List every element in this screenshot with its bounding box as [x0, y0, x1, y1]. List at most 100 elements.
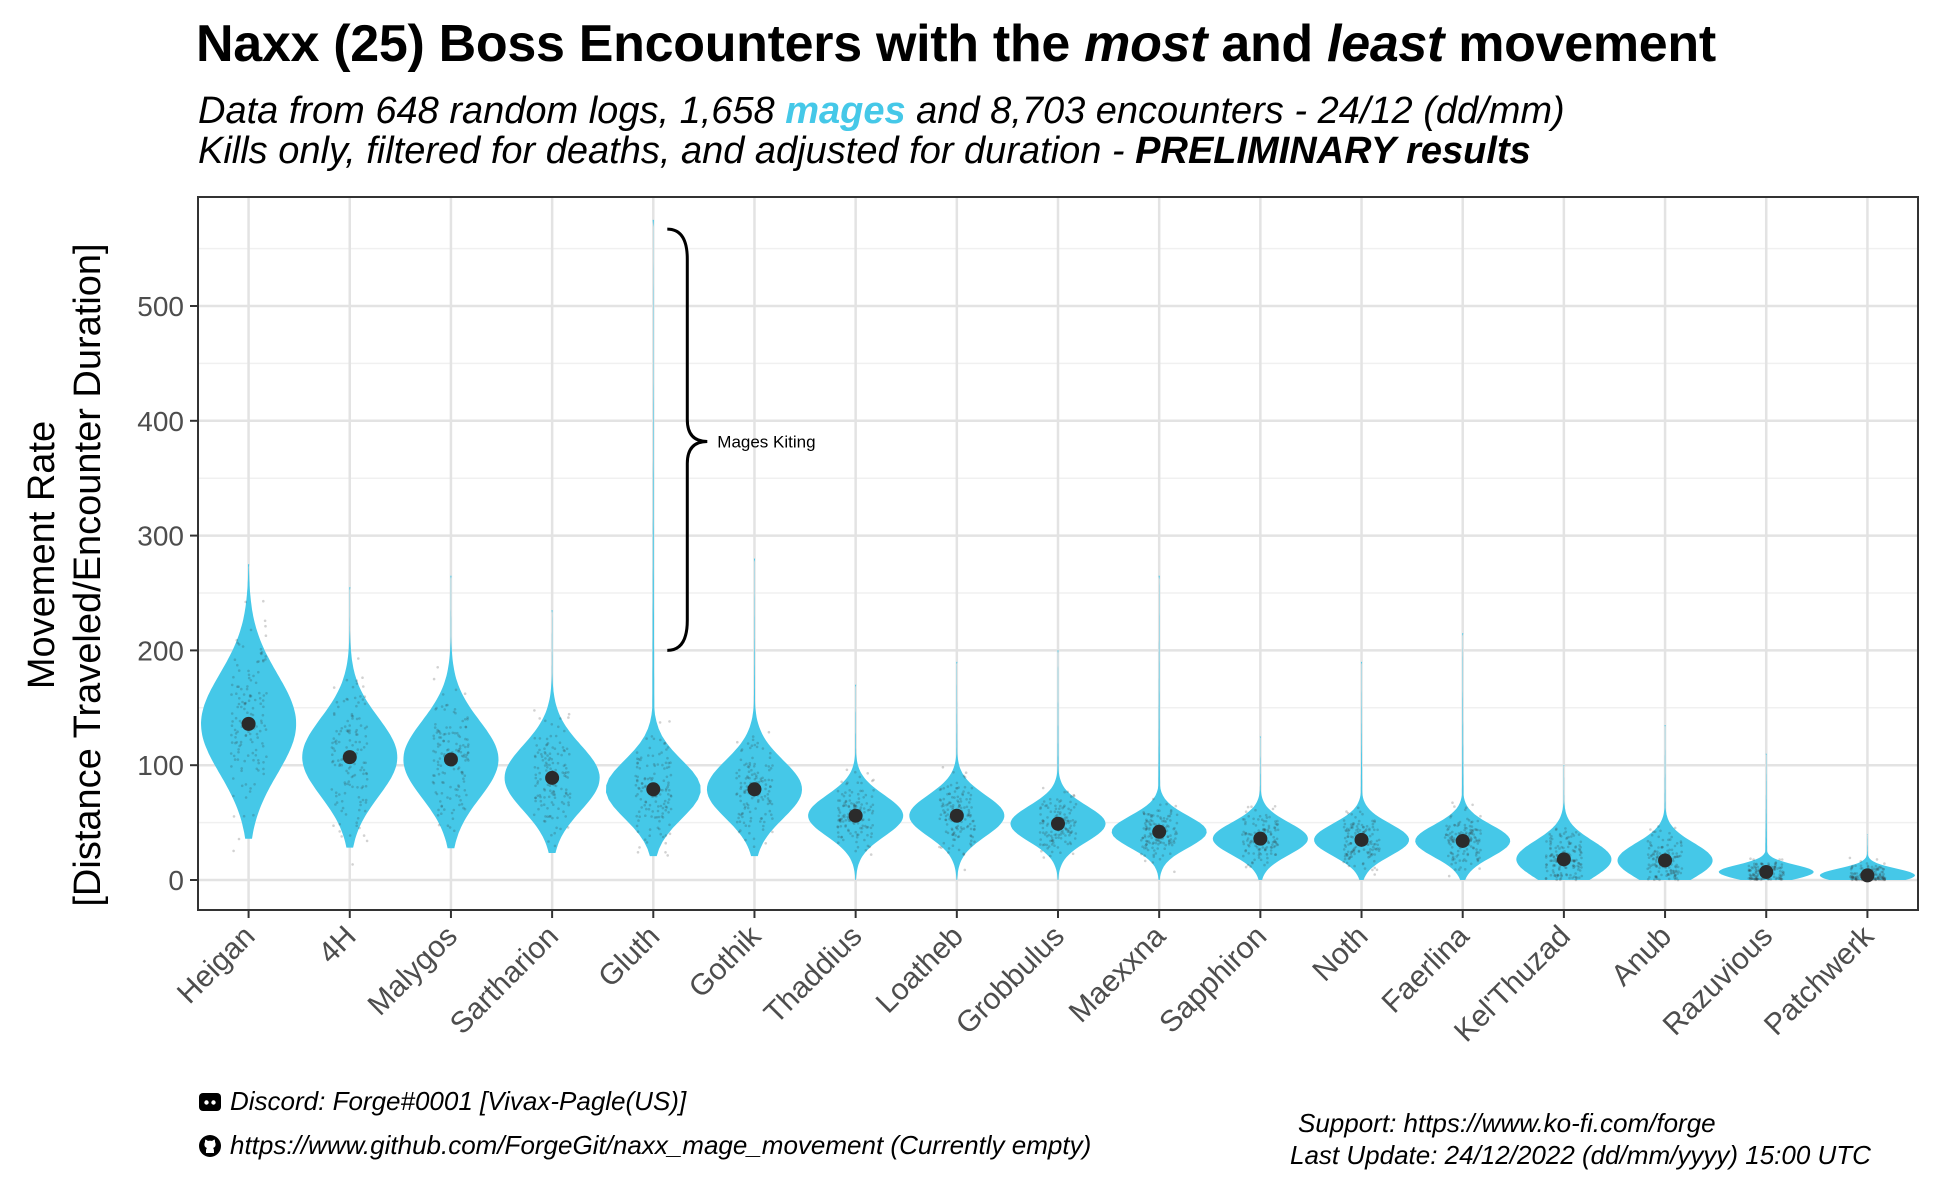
- jitter-point: [1152, 822, 1156, 825]
- jitter-point: [1064, 828, 1068, 831]
- jitter-point: [1450, 851, 1453, 855]
- jitter-point: [1475, 839, 1479, 843]
- jitter-point: [434, 750, 437, 754]
- jitter-point: [538, 717, 541, 720]
- jitter-point: [1346, 812, 1350, 815]
- jitter-point: [1272, 845, 1276, 849]
- jitter-point: [637, 810, 641, 813]
- jitter-point: [747, 770, 751, 773]
- jitter-point: [1452, 837, 1456, 840]
- jitter-point: [1069, 831, 1072, 835]
- jitter-point: [667, 765, 671, 769]
- jitter-point: [952, 832, 955, 835]
- jitter-point: [1254, 824, 1258, 827]
- jitter-point: [1562, 846, 1565, 850]
- jitter-point: [1549, 837, 1552, 840]
- jitter-point: [767, 790, 771, 793]
- jitter-point: [1275, 823, 1279, 827]
- jitter-point: [1461, 859, 1465, 863]
- jitter-point: [1468, 832, 1471, 836]
- jitter-point: [1070, 830, 1074, 833]
- jitter-point: [656, 826, 660, 830]
- jitter-point: [1455, 855, 1458, 858]
- jitter-point: [439, 764, 443, 767]
- jitter-point: [865, 802, 869, 805]
- jitter-point: [1149, 823, 1153, 827]
- jitter-point: [1144, 828, 1148, 831]
- jitter-point: [1166, 835, 1170, 838]
- jitter-point: [1053, 833, 1057, 837]
- jitter-point: [643, 777, 647, 781]
- jitter-point: [1257, 847, 1261, 851]
- jitter-point: [955, 786, 958, 790]
- jitter-point: [1849, 874, 1853, 878]
- jitter-point: [1066, 819, 1070, 823]
- jitter-point: [258, 691, 261, 695]
- jitter-point: [258, 697, 262, 700]
- jitter-point: [331, 759, 335, 763]
- jitter-point: [962, 853, 966, 856]
- jitter-point: [1141, 836, 1145, 840]
- jitter-point: [1570, 859, 1574, 862]
- jitter-point: [1249, 865, 1252, 868]
- jitter-point: [1062, 832, 1065, 835]
- jitter-point: [442, 739, 445, 743]
- jitter-point: [1050, 839, 1054, 843]
- jitter-point: [1143, 854, 1146, 857]
- jitter-point: [1576, 864, 1579, 868]
- jitter-point: [546, 766, 549, 769]
- footer-last-update: Last Update: 24/12/2022 (dd/mm/yyyy) 15:…: [1290, 1140, 1871, 1170]
- jitter-point: [1755, 863, 1758, 866]
- jitter-point: [766, 797, 770, 800]
- jitter-point: [536, 782, 539, 785]
- jitter-point: [543, 796, 546, 799]
- jitter-point: [433, 726, 437, 729]
- jitter-point: [661, 816, 665, 819]
- jitter-point: [447, 732, 451, 735]
- jitter-point: [1342, 860, 1345, 864]
- jitter-point: [1040, 849, 1043, 853]
- jitter-point: [1042, 831, 1045, 834]
- jitter-point: [247, 669, 250, 673]
- jitter-point: [1855, 877, 1858, 880]
- jitter-point: [973, 824, 976, 828]
- jitter-point: [445, 704, 448, 707]
- jitter-point: [1367, 856, 1370, 859]
- jitter-point: [652, 763, 656, 766]
- jitter-point: [1750, 874, 1753, 878]
- jitter-point: [1568, 842, 1571, 846]
- jitter-point: [1354, 831, 1357, 835]
- jitter-point: [859, 826, 862, 830]
- jitter-point: [345, 769, 348, 773]
- jitter-point: [1354, 816, 1357, 819]
- jitter-point: [548, 752, 552, 755]
- violin-grobbulus: [1010, 650, 1106, 880]
- jitter-point: [854, 849, 857, 853]
- median-dot-gothik: [747, 782, 762, 797]
- jitter-point: [553, 844, 557, 848]
- x-tick-label: Heigan: [171, 920, 262, 1011]
- jitter-point: [1140, 839, 1143, 842]
- jitter-point: [1142, 812, 1146, 816]
- jitter-point: [1874, 870, 1877, 874]
- jitter-point: [1466, 853, 1470, 857]
- jitter-point: [1470, 829, 1473, 832]
- jitter-point: [440, 805, 444, 808]
- jitter-point: [1570, 835, 1573, 838]
- y-tick-label: 300: [137, 521, 184, 552]
- jitter-point: [1343, 857, 1347, 861]
- jitter-point: [1164, 820, 1167, 823]
- jitter-point: [1579, 840, 1583, 844]
- jitter-point: [1648, 876, 1651, 879]
- jitter-point: [1167, 839, 1171, 842]
- jitter-point: [947, 851, 950, 854]
- jitter-point: [1769, 878, 1773, 881]
- jitter-point: [548, 784, 552, 787]
- jitter-point: [538, 737, 542, 740]
- jitter-point: [939, 813, 943, 816]
- jitter-point: [1145, 839, 1148, 843]
- jitter-point: [432, 749, 435, 753]
- jitter-point: [353, 773, 357, 777]
- jitter-point: [766, 793, 770, 796]
- jitter-point: [847, 805, 851, 809]
